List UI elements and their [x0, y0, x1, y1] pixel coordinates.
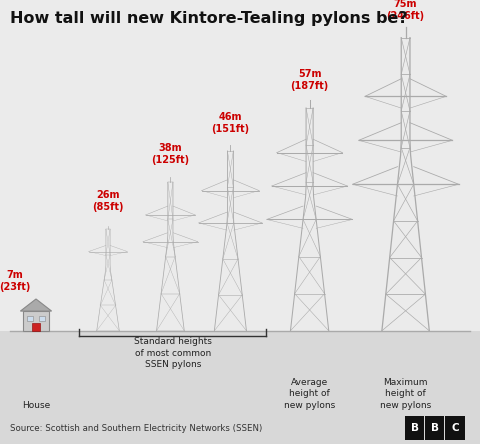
- Polygon shape: [20, 299, 52, 311]
- Polygon shape: [23, 311, 49, 331]
- FancyBboxPatch shape: [445, 416, 465, 440]
- Text: B: B: [431, 423, 439, 433]
- Text: 7m
(23ft): 7m (23ft): [0, 270, 30, 292]
- Text: Maximum
height of
new pylons: Maximum height of new pylons: [380, 378, 431, 410]
- Text: Standard heights
of most common
SSEN pylons: Standard heights of most common SSEN pyl…: [134, 337, 212, 369]
- Polygon shape: [32, 323, 40, 331]
- Text: 75m
(246ft): 75m (246ft): [386, 0, 425, 21]
- Text: Average
height of
new pylons: Average height of new pylons: [284, 378, 335, 410]
- Text: Source: Scottish and Southern Electricity Networks (SSEN): Source: Scottish and Southern Electricit…: [10, 424, 262, 432]
- FancyBboxPatch shape: [405, 416, 424, 440]
- Text: 38m
(125ft): 38m (125ft): [151, 143, 190, 166]
- Text: House: House: [22, 401, 50, 410]
- Text: How tall will new Kintore-Tealing pylons be?: How tall will new Kintore-Tealing pylons…: [10, 11, 407, 26]
- FancyBboxPatch shape: [0, 412, 480, 444]
- FancyBboxPatch shape: [0, 331, 480, 412]
- Text: 46m
(151ft): 46m (151ft): [211, 112, 250, 134]
- Text: B: B: [411, 423, 419, 433]
- Polygon shape: [27, 316, 33, 321]
- FancyBboxPatch shape: [425, 416, 444, 440]
- Text: 26m
(85ft): 26m (85ft): [92, 190, 124, 212]
- Text: C: C: [451, 423, 459, 433]
- Polygon shape: [39, 316, 45, 321]
- Text: 57m
(187ft): 57m (187ft): [290, 69, 329, 91]
